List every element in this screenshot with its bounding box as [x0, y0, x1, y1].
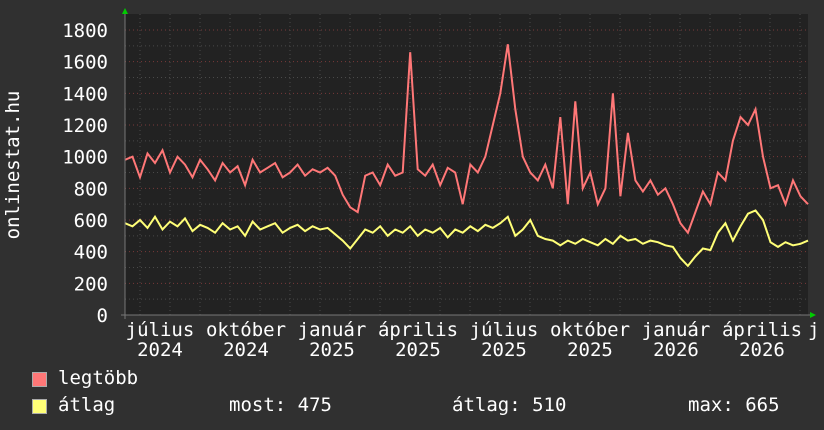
legend-swatch-max — [32, 372, 47, 387]
y-tick-label: 400 — [74, 242, 108, 264]
x-tick-label: április 2026 — [721, 319, 803, 361]
y-tick-label: 600 — [74, 210, 108, 232]
legend-current: most: 475 — [229, 394, 332, 416]
x-tick-label: j — [808, 319, 820, 341]
legend-avg-label: átlag — [58, 394, 116, 416]
y-tick-label: 800 — [74, 178, 108, 200]
series-line-max — [124, 44, 809, 235]
x-tick-label: október 2025 — [549, 319, 631, 361]
x-tick-label: július 2024 — [125, 319, 195, 361]
x-tick-label: január 2025 — [297, 319, 367, 361]
y-tick-label: 1800 — [62, 20, 108, 42]
legend-max-label: legtöbb — [58, 367, 139, 389]
y-tick-label: 200 — [74, 273, 108, 295]
y-tick-label: 1600 — [62, 52, 108, 74]
legend-swatch-avg — [32, 399, 47, 414]
y-tick-label: 1200 — [62, 115, 108, 137]
y-tick-label: 0 — [97, 305, 108, 327]
plot-area — [125, 14, 808, 315]
x-tick-label: január 2026 — [641, 319, 711, 361]
legend-maximum: max: 665 — [688, 394, 780, 416]
y-axis-arrow — [122, 8, 128, 14]
x-tick-label: július 2025 — [469, 319, 539, 361]
x-tick-label: április 2025 — [377, 319, 459, 361]
y-tick-label: 1400 — [62, 83, 108, 105]
x-tick-label: október 2024 — [205, 319, 287, 361]
y-tick-label: 1000 — [62, 147, 108, 169]
x-axis-arrow — [810, 312, 816, 318]
series-line-avg — [124, 209, 809, 268]
legend-average: átlag: 510 — [452, 394, 567, 416]
y-axis-label: onlinestat.hu — [2, 91, 24, 240]
